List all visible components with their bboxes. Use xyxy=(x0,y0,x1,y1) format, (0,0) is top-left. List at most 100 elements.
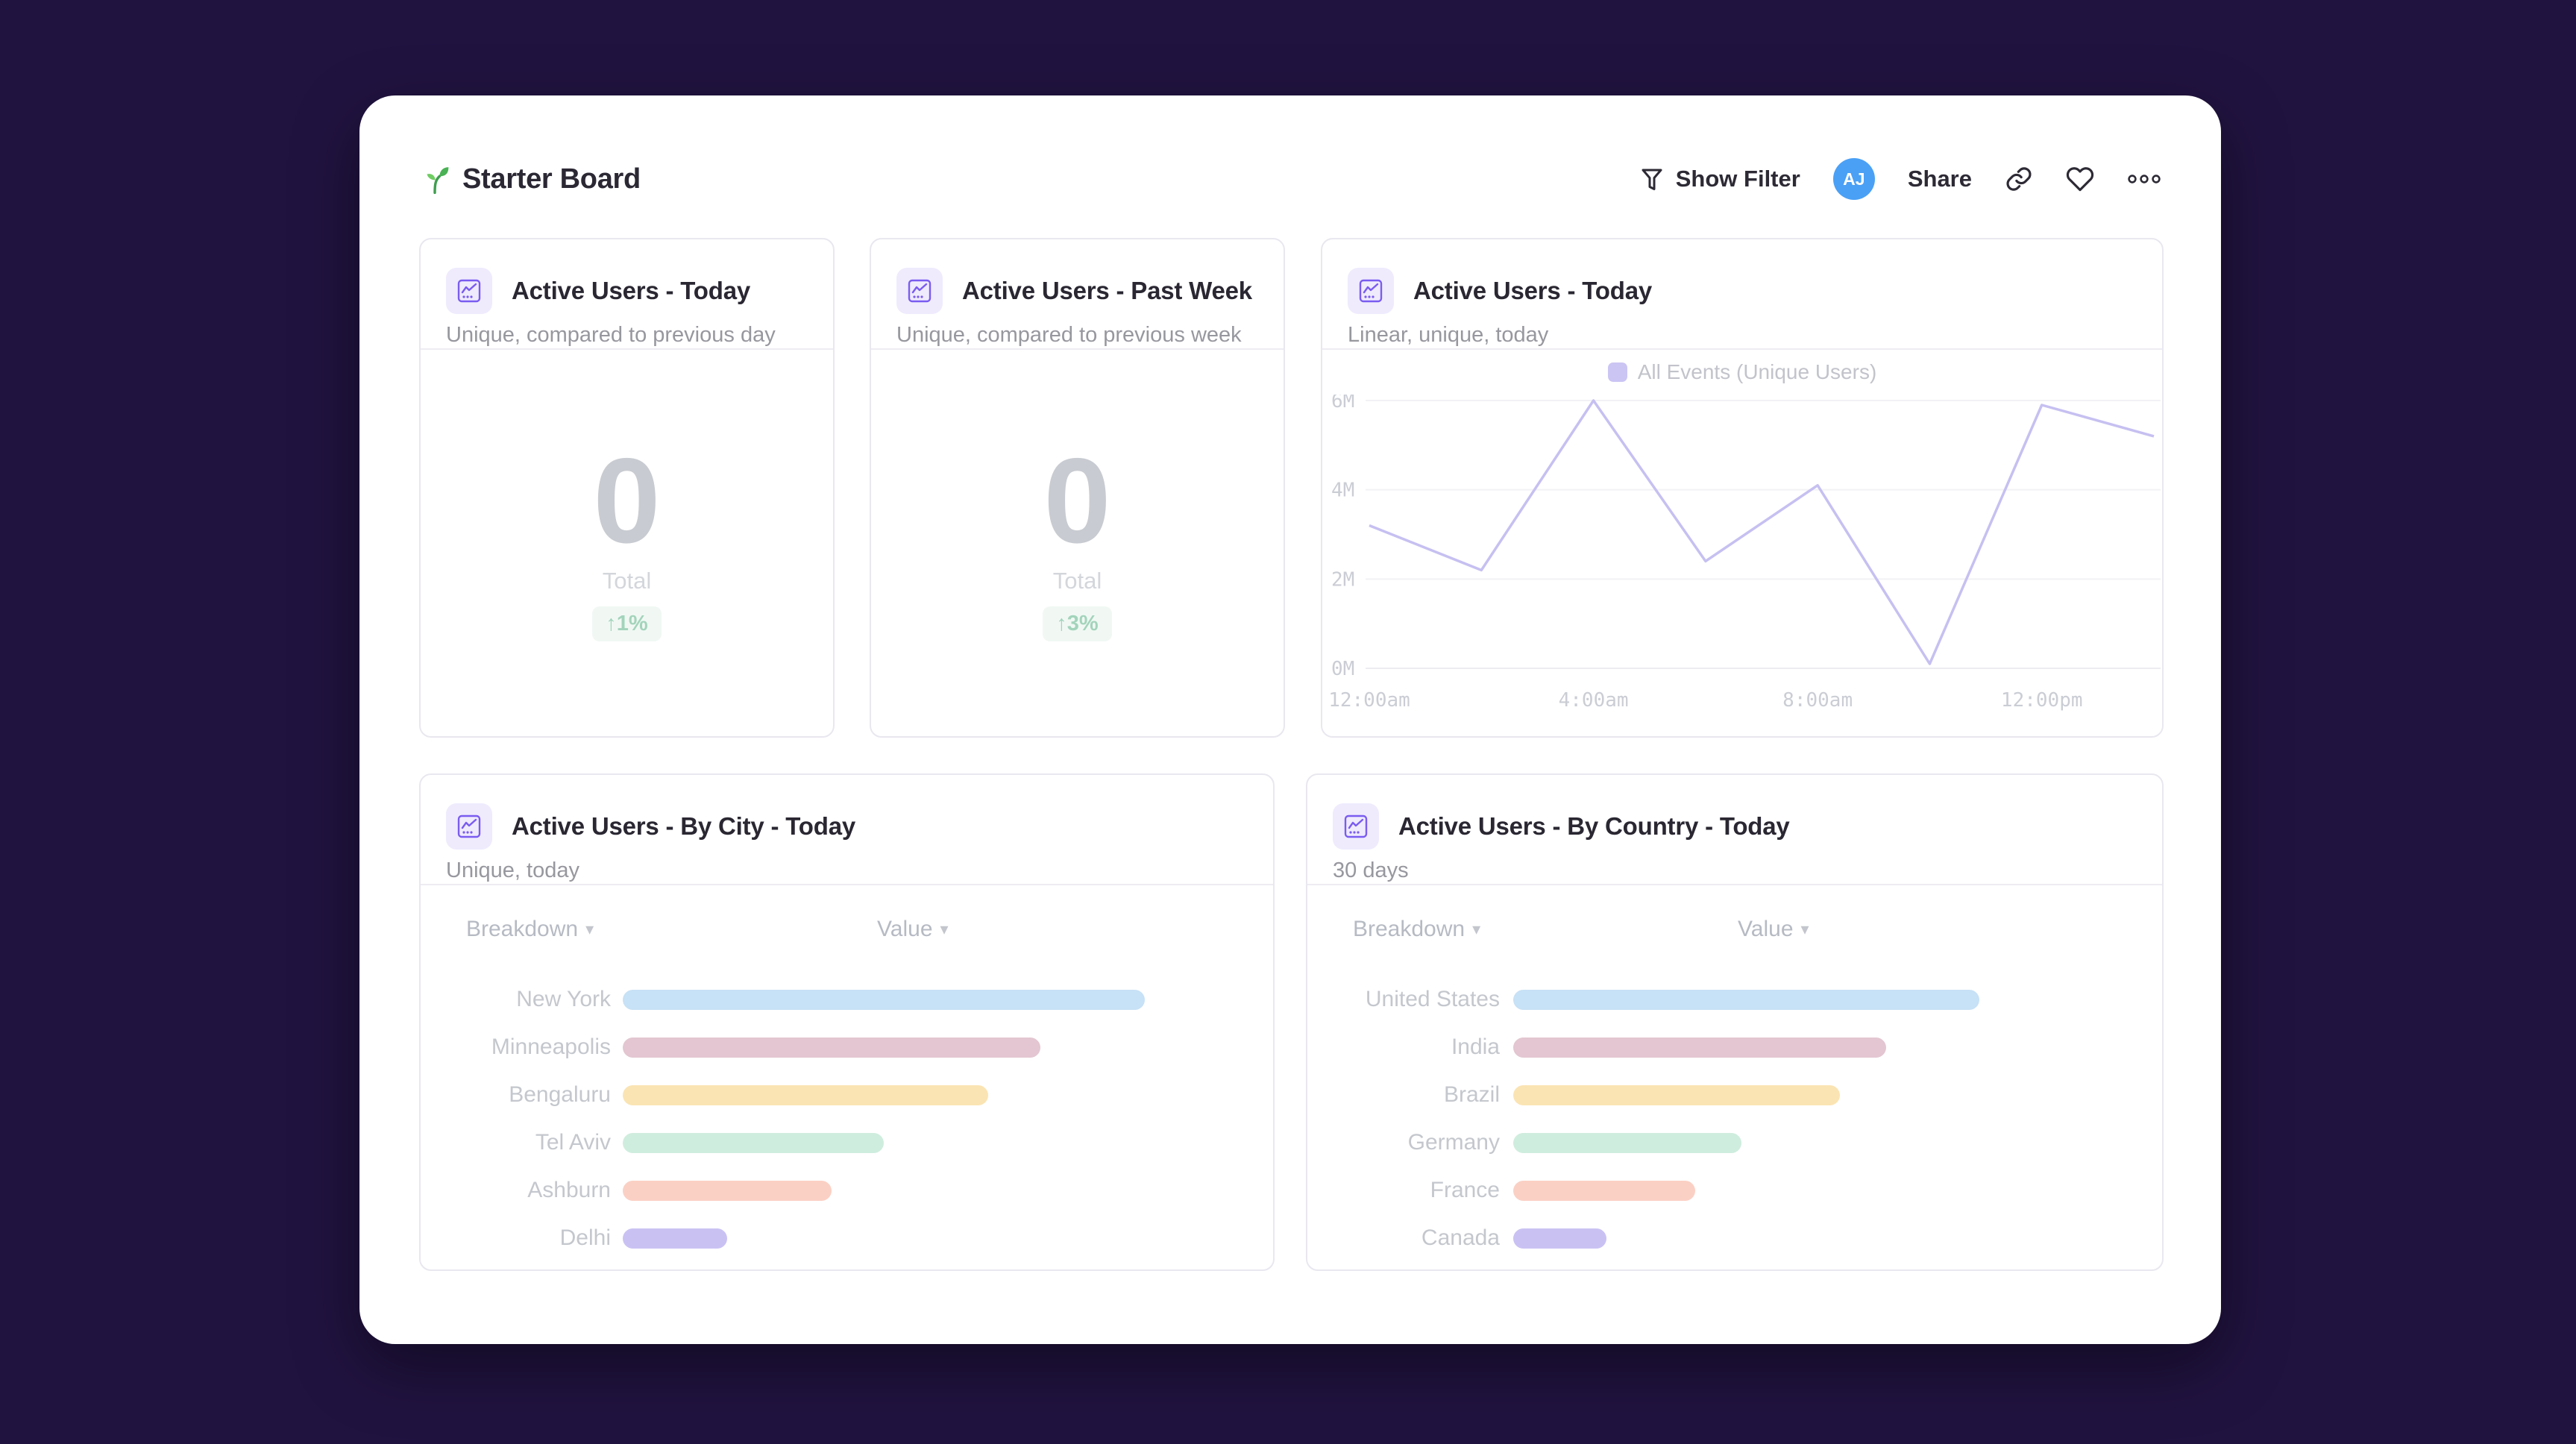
value-bar[interactable] xyxy=(623,1132,884,1153)
value-bar[interactable] xyxy=(1513,1228,1606,1249)
breakdown-label: United States xyxy=(1365,987,1500,1011)
line-chart-icon xyxy=(457,814,481,838)
card-active-users-past-week[interactable]: Active Users - Past Week Unique, compare… xyxy=(870,238,1285,738)
x-axis-tick-label: 12:00am xyxy=(1328,689,1410,712)
table-row: Delhi xyxy=(421,1214,1273,1262)
page-title: Starter Board xyxy=(462,163,641,195)
breakdown-rows: New York Minneapolis Bengaluru Tel Aviv Ashb… xyxy=(421,976,1273,1262)
show-filter-label: Show Filter xyxy=(1675,166,1800,192)
copy-link-button[interactable] xyxy=(2005,165,2033,193)
y-axis-tick-label: 4M xyxy=(1331,480,1354,502)
value-bar[interactable] xyxy=(1513,1084,1840,1105)
board-title-group: Starter Board xyxy=(419,163,641,195)
breakdown-rows: United States India Brazil Germany France Can… xyxy=(1307,976,2162,1262)
table-row: New York xyxy=(421,976,1273,1023)
breakdown-label: Canada xyxy=(1421,1225,1500,1250)
chart-type-icon-box xyxy=(446,803,492,850)
delta-badge: ↑1% xyxy=(592,606,662,641)
seedling-icon xyxy=(427,167,449,195)
favorite-button[interactable] xyxy=(2066,165,2094,193)
series-line[interactable] xyxy=(1369,399,2155,665)
y-axis-tick-label: 2M xyxy=(1331,568,1354,591)
value-column-header[interactable]: Value ▾ xyxy=(877,917,949,941)
chart-type-icon-box xyxy=(446,268,492,314)
dashboard-panel: Starter Board Show Filter AJ Share xyxy=(359,95,2221,1344)
value-column-header[interactable]: Value ▾ xyxy=(1738,917,1809,941)
avatar[interactable]: AJ xyxy=(1832,158,1875,200)
heart-icon xyxy=(2066,167,2094,192)
table-row: Minneapolis xyxy=(421,1023,1273,1071)
breakdown-column-header[interactable]: Breakdown ▾ xyxy=(466,917,594,941)
line-chart[interactable]: 0M 2M 4M 6M 12:00am 4:00am 8:00am 12:00pm xyxy=(1322,395,2162,739)
sort-caret-icon: ▾ xyxy=(585,920,594,938)
y-axis-tick-label: 6M xyxy=(1331,395,1354,412)
header-actions: Show Filter AJ Share xyxy=(1639,158,2161,200)
delta-badge: ↑3% xyxy=(1043,606,1112,641)
breakdown-label: Bengaluru xyxy=(509,1082,611,1107)
breakdown-label: India xyxy=(1451,1035,1500,1059)
breakdown-label: France xyxy=(1430,1178,1500,1202)
avatar-initials: AJ xyxy=(1843,169,1865,189)
table-row: Tel Aviv xyxy=(421,1119,1273,1167)
card-active-users-today[interactable]: Active Users - Today Unique, compared to… xyxy=(419,238,835,738)
card-header: Active Users - By City - Today Unique, t… xyxy=(421,775,1273,885)
table-row: Ashburn xyxy=(421,1167,1273,1214)
value-bar[interactable] xyxy=(623,989,1145,1010)
card-subtitle: 30 days xyxy=(1333,858,1409,882)
card-subtitle: Unique, compared to previous week xyxy=(896,323,1242,347)
table-row: India xyxy=(1307,1023,2162,1071)
chart-legend: All Events (Unique Users) xyxy=(1322,350,2162,395)
stat-value: 0 xyxy=(593,433,661,568)
value-bar[interactable] xyxy=(1513,989,1979,1010)
card-title: Active Users - Today xyxy=(512,277,751,304)
table-row: Germany xyxy=(1307,1119,2162,1167)
table-row: Brazil xyxy=(1307,1071,2162,1119)
more-menu-button[interactable] xyxy=(2127,174,2161,184)
y-axis-tick-label: 0M xyxy=(1331,658,1354,680)
card-active-users-by-country[interactable]: Active Users - By Country - Today 30 day… xyxy=(1306,773,2164,1271)
card-header: Active Users - By Country - Today 30 day… xyxy=(1307,775,2162,885)
breakdown-label: Minneapolis xyxy=(491,1035,611,1059)
card-header: Active Users - Today Unique, compared to… xyxy=(421,239,833,350)
sort-caret-icon: ▾ xyxy=(1472,920,1481,938)
breakdown-column-header[interactable]: Breakdown ▾ xyxy=(1353,917,1481,941)
breakdown-label: Tel Aviv xyxy=(535,1130,611,1155)
breakdown-label: Germany xyxy=(1407,1130,1500,1155)
legend-swatch xyxy=(1607,362,1627,382)
stat-body: 0 Total ↑3% xyxy=(871,350,1284,736)
stat-value: 0 xyxy=(1043,433,1111,568)
value-bar[interactable] xyxy=(623,1084,988,1105)
card-subtitle: Linear, unique, today xyxy=(1348,323,1549,347)
more-icon xyxy=(2128,175,2161,183)
sort-caret-icon: ▾ xyxy=(1800,920,1809,938)
sort-caret-icon: ▾ xyxy=(940,920,949,938)
line-chart-icon xyxy=(1344,814,1368,838)
breakdown-label: Delhi xyxy=(559,1225,611,1250)
board-header: Starter Board Show Filter AJ Share xyxy=(419,157,2161,201)
share-button[interactable]: Share xyxy=(1908,166,1972,192)
filter-icon xyxy=(1642,169,1662,190)
show-filter-button[interactable]: Show Filter xyxy=(1639,166,1800,192)
card-header: Active Users - Past Week Unique, compare… xyxy=(871,239,1284,350)
value-bar[interactable] xyxy=(1513,1132,1741,1153)
table-row: France xyxy=(1307,1167,2162,1214)
table-row: Bengaluru xyxy=(421,1071,1273,1119)
chart-type-icon-box xyxy=(1348,268,1394,314)
stat-value-label: Total xyxy=(602,568,652,594)
stat-value-label: Total xyxy=(1052,568,1102,594)
table-row: Canada xyxy=(1307,1214,2162,1262)
x-axis-tick-label: 4:00am xyxy=(1559,689,1629,712)
value-bar[interactable] xyxy=(1513,1037,1886,1058)
card-title: Active Users - Today xyxy=(1413,277,1653,304)
legend-label[interactable]: All Events (Unique Users) xyxy=(1637,360,1877,383)
value-bar[interactable] xyxy=(623,1180,832,1201)
value-bar[interactable] xyxy=(623,1037,1040,1058)
line-chart-icon xyxy=(1359,279,1383,303)
value-bar[interactable] xyxy=(623,1228,727,1249)
value-bar[interactable] xyxy=(1513,1180,1695,1201)
card-title: Active Users - Past Week xyxy=(962,277,1252,304)
card-active-users-line-chart[interactable]: Active Users - Today Linear, unique, tod… xyxy=(1321,238,2164,738)
line-chart-icon xyxy=(908,279,932,303)
card-title: Active Users - By City - Today xyxy=(512,812,856,840)
card-active-users-by-city[interactable]: Active Users - By City - Today Unique, t… xyxy=(419,773,1275,1271)
